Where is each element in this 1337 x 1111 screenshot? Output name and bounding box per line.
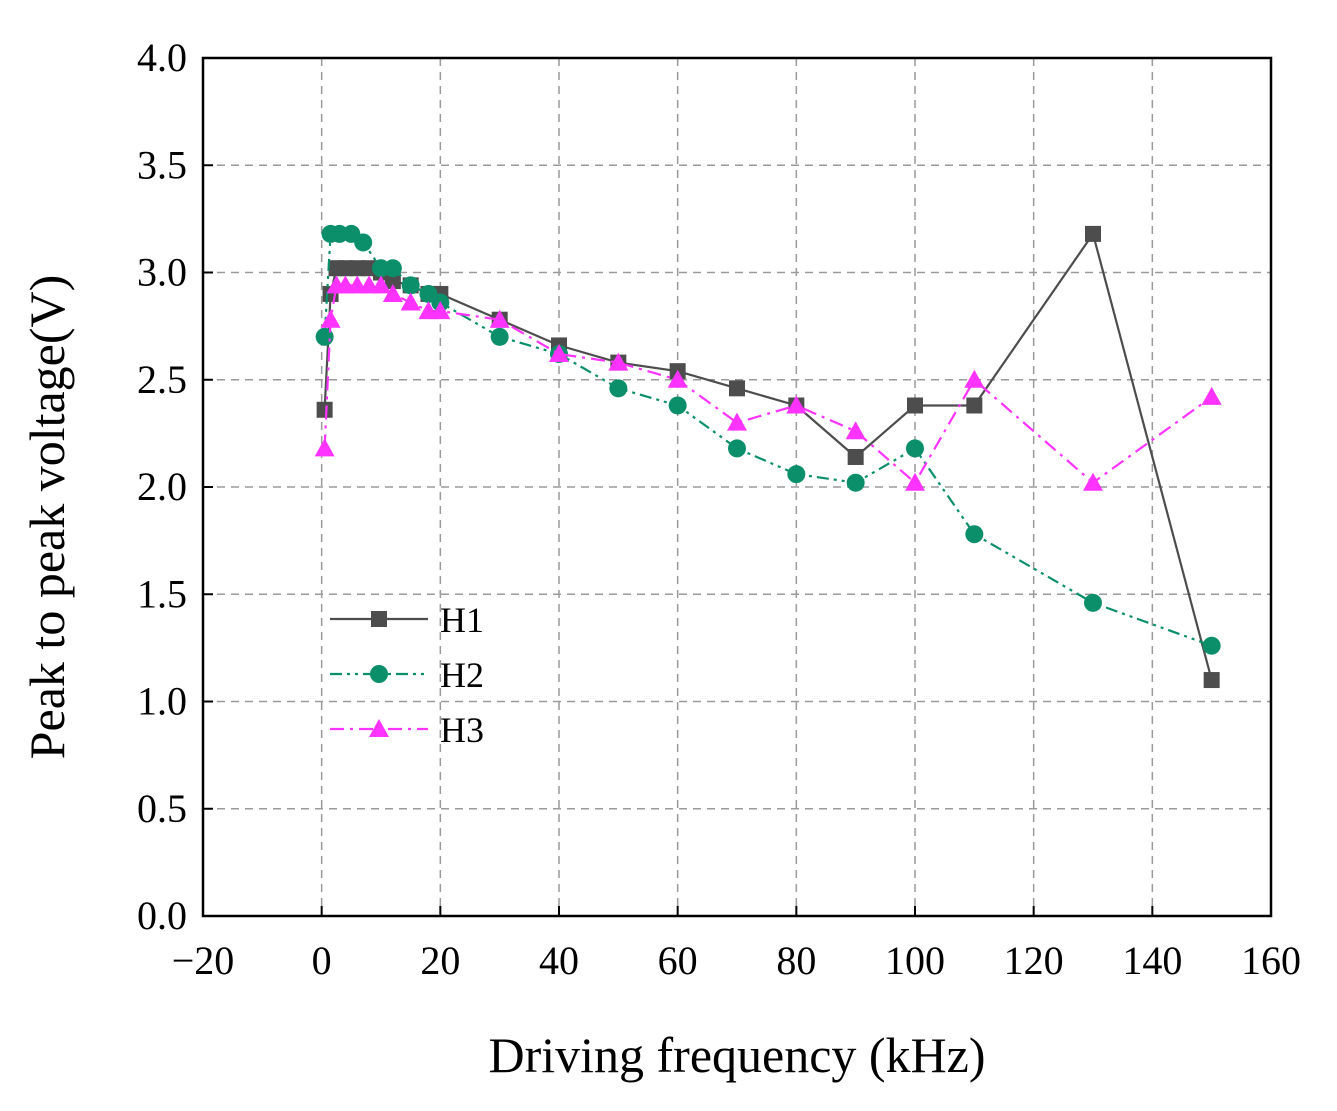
data-point-H3 xyxy=(489,309,510,328)
axes: −20 0 20 40 60 80 100 120 140 160 0.0 0.5 1.0 1.5 2.0 2… xyxy=(137,35,1301,983)
data-point-H1 xyxy=(1085,225,1101,242)
data-point-H3 xyxy=(400,292,421,311)
data-point-H3 xyxy=(320,309,341,328)
legend: H1 H2 H3 xyxy=(330,600,484,750)
y-axis-title: Peak to peak voltage(V) xyxy=(19,275,75,760)
data-point-H2 xyxy=(354,233,373,252)
data-point-H3 xyxy=(905,472,925,491)
series-layer xyxy=(314,224,1222,689)
legend-marker-H1 xyxy=(371,611,387,627)
data-point-H3 xyxy=(1201,386,1222,405)
data-point-H1 xyxy=(907,397,923,414)
x-tick-label: 60 xyxy=(658,938,698,983)
x-tick-label: 80 xyxy=(776,938,816,983)
legend-marker-H2 xyxy=(370,665,388,683)
series-H2 xyxy=(315,224,1221,655)
legend-marker-H3 xyxy=(369,719,389,737)
data-point-H2 xyxy=(965,525,984,544)
x-tick-label: −20 xyxy=(172,938,235,983)
y-tick-label: 1.5 xyxy=(137,571,187,616)
data-point-H3 xyxy=(964,369,985,388)
legend-label-H1: H1 xyxy=(440,600,484,640)
data-point-H2 xyxy=(1202,636,1221,655)
x-tick-label: 0 xyxy=(312,938,332,983)
x-tick-label: 160 xyxy=(1241,938,1301,983)
y-tick-label: 2.5 xyxy=(137,357,187,402)
series-H3 xyxy=(314,275,1222,491)
data-point-H2 xyxy=(787,465,806,484)
x-tick-label: 120 xyxy=(1004,938,1064,983)
data-point-H2 xyxy=(1084,593,1102,612)
legend-item-H1: H1 xyxy=(330,600,484,640)
data-point-H1 xyxy=(847,448,864,465)
y-tick-label: 4.0 xyxy=(137,35,187,80)
data-point-H1 xyxy=(1203,672,1220,689)
data-point-H3 xyxy=(667,369,688,388)
data-point-H1 xyxy=(966,397,983,414)
x-axis-title: Driving frequency (kHz) xyxy=(488,1027,985,1083)
data-point-H2 xyxy=(906,439,924,458)
data-point-H2 xyxy=(401,276,420,295)
y-tick-label: 0.5 xyxy=(137,786,187,831)
data-point-H3 xyxy=(727,412,747,431)
data-point-H2 xyxy=(846,473,865,492)
data-point-H1 xyxy=(384,273,401,290)
data-point-H3 xyxy=(382,283,403,302)
data-point-H2 xyxy=(728,439,746,458)
data-point-H2 xyxy=(490,327,509,346)
legend-label-H2: H2 xyxy=(440,655,484,695)
y-tick-label: 0.0 xyxy=(137,893,187,938)
data-point-H3 xyxy=(1083,472,1103,491)
x-tick-label: 100 xyxy=(885,938,945,983)
grid xyxy=(203,58,1271,916)
x-tick-label: 20 xyxy=(420,938,460,983)
x-tick-label: 140 xyxy=(1122,938,1182,983)
data-point-H3 xyxy=(608,352,629,371)
y-tick-label: 3.0 xyxy=(137,250,187,295)
data-point-H1 xyxy=(729,380,745,397)
data-point-H3 xyxy=(786,395,807,414)
y-tick-label: 3.5 xyxy=(137,142,187,187)
data-point-H1 xyxy=(316,401,333,418)
series-line-H2 xyxy=(323,232,1213,647)
data-point-H3 xyxy=(314,438,335,457)
data-point-H3 xyxy=(845,421,866,440)
data-point-H2 xyxy=(383,259,402,278)
x-tick-label: 40 xyxy=(539,938,579,983)
legend-item-H3: H3 xyxy=(330,710,484,750)
y-tick-label: 2.0 xyxy=(137,464,187,509)
legend-label-H3: H3 xyxy=(440,710,484,750)
y-tick-label: 1.0 xyxy=(137,679,187,724)
data-point-H3 xyxy=(430,301,451,320)
series-line-H3 xyxy=(323,284,1213,485)
legend-item-H2: H2 xyxy=(330,655,484,695)
data-point-H3 xyxy=(549,344,569,363)
data-point-H2 xyxy=(609,379,628,398)
data-point-H3 xyxy=(371,275,391,294)
data-point-H2 xyxy=(668,396,687,415)
